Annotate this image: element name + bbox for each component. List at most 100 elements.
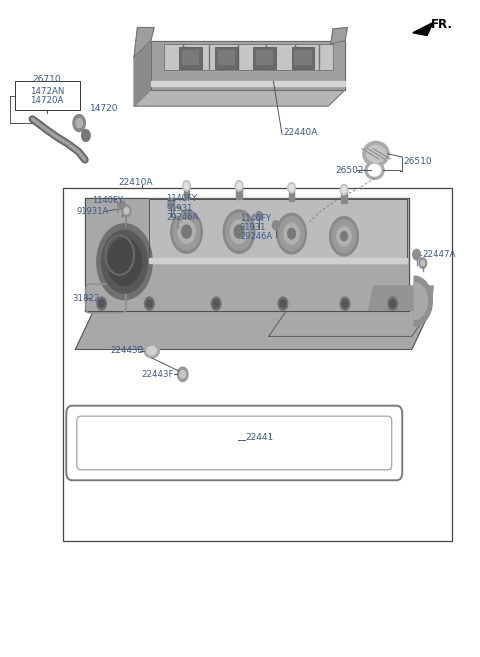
Circle shape bbox=[342, 187, 347, 193]
Polygon shape bbox=[134, 41, 151, 106]
Polygon shape bbox=[134, 28, 154, 57]
Circle shape bbox=[341, 232, 348, 241]
Bar bbox=[184, 187, 190, 199]
Bar bbox=[236, 187, 242, 199]
FancyBboxPatch shape bbox=[15, 81, 80, 110]
Circle shape bbox=[99, 300, 105, 307]
Circle shape bbox=[213, 300, 219, 307]
Circle shape bbox=[421, 260, 425, 265]
Circle shape bbox=[256, 212, 263, 221]
Circle shape bbox=[413, 250, 420, 260]
Circle shape bbox=[97, 224, 152, 300]
Polygon shape bbox=[151, 81, 345, 87]
Text: 22443B: 22443B bbox=[110, 346, 144, 355]
Polygon shape bbox=[149, 258, 407, 263]
Circle shape bbox=[288, 183, 295, 193]
Circle shape bbox=[337, 227, 351, 246]
Bar bbox=[341, 191, 347, 203]
Circle shape bbox=[235, 181, 243, 191]
FancyBboxPatch shape bbox=[182, 51, 199, 65]
Circle shape bbox=[388, 297, 397, 310]
Text: 22440A: 22440A bbox=[283, 127, 317, 137]
Circle shape bbox=[230, 220, 248, 244]
Circle shape bbox=[390, 300, 396, 307]
Circle shape bbox=[174, 206, 182, 218]
Polygon shape bbox=[134, 90, 345, 106]
Text: 26510: 26510 bbox=[404, 157, 432, 166]
Polygon shape bbox=[331, 28, 348, 44]
Circle shape bbox=[234, 225, 244, 238]
FancyBboxPatch shape bbox=[215, 47, 238, 69]
Circle shape bbox=[237, 183, 241, 189]
Circle shape bbox=[273, 221, 279, 230]
Text: 22447A: 22447A bbox=[422, 250, 456, 259]
Wedge shape bbox=[414, 276, 432, 326]
Circle shape bbox=[122, 205, 131, 217]
Circle shape bbox=[284, 223, 299, 244]
Text: 22441: 22441 bbox=[246, 433, 274, 442]
Text: 91931: 91931 bbox=[166, 204, 192, 213]
Text: FR.: FR. bbox=[431, 18, 453, 31]
Ellipse shape bbox=[368, 164, 381, 176]
Circle shape bbox=[340, 185, 348, 195]
Text: 1140FY: 1140FY bbox=[92, 196, 123, 206]
Polygon shape bbox=[75, 309, 431, 350]
Circle shape bbox=[168, 198, 175, 208]
Text: 1472AN: 1472AN bbox=[30, 87, 64, 96]
Wedge shape bbox=[414, 283, 428, 319]
Circle shape bbox=[183, 181, 191, 191]
FancyBboxPatch shape bbox=[291, 47, 314, 69]
Text: 91931: 91931 bbox=[240, 223, 266, 232]
FancyBboxPatch shape bbox=[218, 51, 235, 65]
Polygon shape bbox=[164, 44, 333, 70]
Circle shape bbox=[108, 238, 142, 285]
Circle shape bbox=[119, 201, 125, 210]
Circle shape bbox=[124, 208, 129, 214]
Circle shape bbox=[211, 297, 221, 310]
Circle shape bbox=[280, 300, 286, 307]
Text: 31822: 31822 bbox=[72, 294, 99, 303]
Text: 29246A: 29246A bbox=[240, 232, 272, 240]
Ellipse shape bbox=[366, 145, 385, 162]
Polygon shape bbox=[269, 309, 431, 336]
Polygon shape bbox=[413, 22, 433, 35]
Circle shape bbox=[289, 185, 294, 191]
Circle shape bbox=[226, 214, 252, 250]
Circle shape bbox=[342, 300, 348, 307]
Text: 22443F: 22443F bbox=[141, 370, 174, 379]
Circle shape bbox=[340, 297, 350, 310]
Circle shape bbox=[419, 258, 427, 268]
Circle shape bbox=[288, 229, 295, 239]
Circle shape bbox=[171, 210, 202, 253]
Circle shape bbox=[278, 297, 288, 310]
Ellipse shape bbox=[147, 346, 156, 355]
FancyBboxPatch shape bbox=[180, 47, 202, 69]
Text: 14720: 14720 bbox=[90, 104, 118, 113]
Circle shape bbox=[82, 129, 90, 141]
Text: 29246A: 29246A bbox=[166, 213, 198, 222]
Circle shape bbox=[102, 231, 147, 293]
Polygon shape bbox=[149, 199, 407, 263]
Circle shape bbox=[330, 217, 359, 256]
Polygon shape bbox=[151, 41, 345, 90]
Circle shape bbox=[184, 183, 189, 189]
Circle shape bbox=[178, 220, 195, 244]
Polygon shape bbox=[85, 198, 409, 311]
Bar bbox=[288, 189, 294, 201]
Text: 1140FY: 1140FY bbox=[240, 214, 271, 223]
Circle shape bbox=[223, 210, 255, 253]
Bar bbox=[63, 188, 452, 541]
Circle shape bbox=[186, 210, 192, 219]
Polygon shape bbox=[369, 286, 433, 310]
Text: 22410A: 22410A bbox=[118, 178, 153, 187]
FancyBboxPatch shape bbox=[294, 51, 312, 65]
Text: 91931A: 91931A bbox=[77, 207, 109, 216]
Circle shape bbox=[76, 118, 83, 127]
Text: 26502: 26502 bbox=[336, 166, 364, 175]
Circle shape bbox=[146, 300, 152, 307]
Circle shape bbox=[277, 214, 306, 254]
Circle shape bbox=[279, 217, 304, 251]
Circle shape bbox=[173, 214, 200, 250]
Circle shape bbox=[178, 367, 188, 382]
FancyBboxPatch shape bbox=[253, 47, 276, 69]
